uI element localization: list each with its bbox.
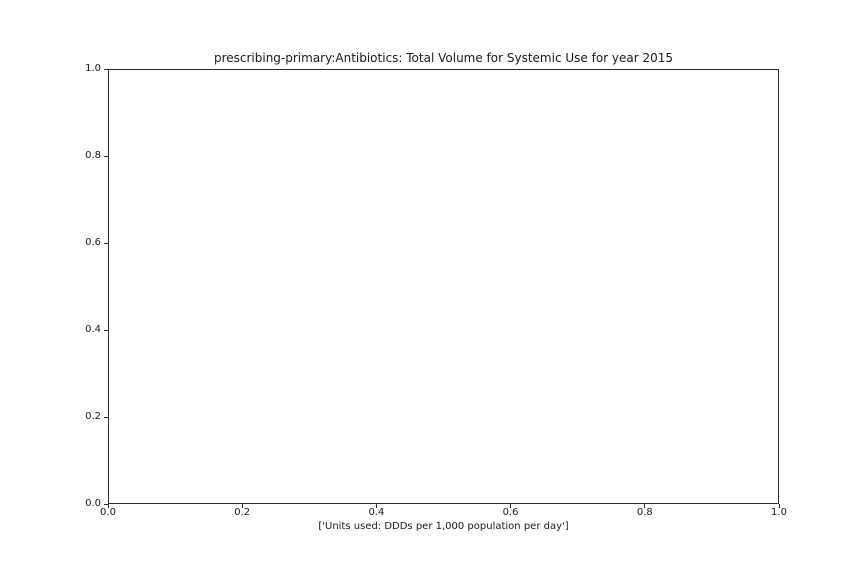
y-tick-mark bbox=[104, 68, 108, 70]
x-tick-label: 1.0 bbox=[771, 507, 787, 518]
x-axis-label: ['Units used: DDDs per 1,000 population … bbox=[318, 521, 569, 532]
y-tick-label: 0.6 bbox=[85, 237, 101, 248]
x-tick-label: 0.0 bbox=[100, 507, 116, 518]
y-tick-label: 0.0 bbox=[85, 498, 101, 509]
x-tick-label: 0.4 bbox=[368, 507, 385, 518]
x-tick-mark bbox=[241, 504, 243, 508]
y-tick-mark bbox=[104, 329, 108, 331]
x-tick-mark bbox=[107, 504, 109, 508]
x-tick-label: 0.8 bbox=[636, 507, 653, 518]
plot-area bbox=[108, 69, 779, 504]
y-tick-mark bbox=[104, 155, 108, 157]
y-tick-label: 0.8 bbox=[85, 150, 101, 161]
x-tick-label: 0.6 bbox=[502, 507, 519, 518]
y-tick-label: 1.0 bbox=[85, 63, 101, 74]
x-tick-mark bbox=[375, 504, 377, 508]
y-tick-mark bbox=[104, 242, 108, 244]
y-tick-mark bbox=[104, 503, 108, 505]
x-tick-mark bbox=[778, 504, 780, 508]
y-tick-label: 0.2 bbox=[85, 411, 101, 422]
x-tick-mark bbox=[644, 504, 646, 508]
chart-title: prescribing-primary:Antibiotics: Total V… bbox=[213, 51, 674, 65]
x-tick-mark bbox=[510, 504, 512, 508]
x-tick-label: 0.2 bbox=[234, 507, 251, 518]
y-tick-mark bbox=[104, 416, 108, 418]
y-tick-label: 0.4 bbox=[85, 324, 101, 335]
